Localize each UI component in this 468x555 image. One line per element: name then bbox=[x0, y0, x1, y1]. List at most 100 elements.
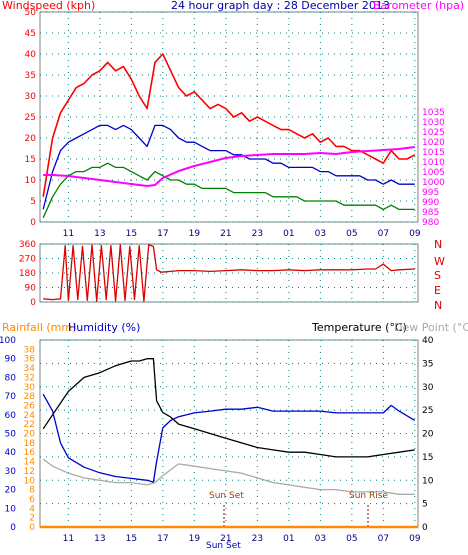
dewpoint-axis-label: Dew Point (°C) bbox=[394, 321, 468, 334]
wind-ytick-label-4: 20 bbox=[25, 134, 37, 144]
wind-ytick-label-8: 40 bbox=[25, 50, 37, 60]
barometer-ytick-label-6: 1010 bbox=[422, 158, 445, 168]
direction-panel-frame bbox=[39, 243, 419, 303]
direction-ytick-label-4: 360 bbox=[19, 240, 36, 250]
rainfall-ytick-label-2: 4 bbox=[29, 504, 35, 514]
climate-xtick-label-2: 15 bbox=[126, 534, 137, 544]
direction-ytick-label-2: 180 bbox=[19, 269, 36, 279]
rainfall-ytick-label-16: 32 bbox=[24, 373, 35, 383]
rainfall-ytick-label-3: 6 bbox=[29, 495, 35, 505]
barometer-axis-label: Barometer (hpa) bbox=[373, 0, 464, 12]
series-lines bbox=[40, 53, 418, 529]
rainfall-ytick-label-13: 26 bbox=[24, 401, 36, 411]
barometer-ytick-label-2: 990 bbox=[422, 198, 439, 208]
climate-xtick-label-6: 23 bbox=[252, 534, 263, 544]
barometer-ytick-label-10: 1030 bbox=[422, 118, 445, 128]
rainfall-ytick-label-7: 14 bbox=[24, 458, 36, 468]
humidity-line bbox=[42, 393, 416, 483]
climate-xtick-label-8: 03 bbox=[315, 534, 326, 544]
barometer-ytick-label-7: 1015 bbox=[422, 148, 445, 158]
climate-xtick-label-1: 13 bbox=[94, 534, 105, 544]
humidity-ytick-label-4: 40 bbox=[5, 448, 17, 458]
wind-ytick-label-7: 35 bbox=[25, 71, 36, 81]
chart-title: 24 hour graph day : 28 December 2013 bbox=[171, 0, 390, 12]
wind-ytick-label-3: 15 bbox=[25, 155, 36, 165]
wind-series-line-0 bbox=[42, 53, 416, 197]
wind-ytick-label-2: 10 bbox=[25, 176, 37, 186]
rainfall-ytick-label-1: 2 bbox=[29, 514, 35, 524]
direction-letter-n-top: N bbox=[434, 238, 442, 251]
temperature-ytick-label-4: 20 bbox=[422, 430, 434, 440]
rainfall-ytick-label-4: 8 bbox=[29, 486, 35, 496]
barometer-ytick-label-0: 980 bbox=[422, 218, 439, 228]
wind-xtick-label-1: 13 bbox=[94, 229, 105, 239]
wind-xtick-label-6: 23 bbox=[252, 229, 263, 239]
temperature-axis-label: Temperature (°C) bbox=[311, 321, 407, 334]
humidity-ytick-label-1: 10 bbox=[5, 504, 17, 514]
rainfall-ytick-label-9: 18 bbox=[24, 439, 36, 449]
temperature-ytick-label-0: 0 bbox=[422, 523, 428, 533]
direction-letter-s: S bbox=[434, 269, 441, 282]
sunrise-label: Sun Rise bbox=[349, 491, 388, 501]
direction-letter-n-bottom: N bbox=[434, 299, 442, 312]
barometer-line bbox=[43, 146, 415, 187]
barometer-ytick-label-9: 1025 bbox=[422, 128, 445, 138]
climate-series-line-0 bbox=[42, 358, 415, 458]
direction-ytick-label-3: 270 bbox=[19, 255, 36, 265]
temperature-ytick-label-6: 30 bbox=[422, 383, 434, 393]
wind-ytick-label-10: 50 bbox=[25, 8, 37, 18]
rainfall-ytick-label-8: 16 bbox=[24, 448, 36, 458]
barometer-ytick-label-4: 1000 bbox=[422, 178, 445, 188]
wind-ytick-label-9: 45 bbox=[25, 29, 36, 39]
temperature-ytick-label-8: 40 bbox=[422, 336, 434, 346]
windspeed-axis-label: Windspeed (kph) bbox=[2, 0, 95, 12]
humidity-ytick-label-5: 50 bbox=[5, 430, 17, 440]
direction-letter-e: E bbox=[434, 284, 441, 297]
wind-series-line-2 bbox=[42, 162, 415, 219]
direction-letter-w: W bbox=[434, 255, 445, 268]
rainfall-ytick-label-6: 12 bbox=[24, 467, 35, 477]
wind-panel-frame bbox=[39, 11, 419, 223]
temperature-ytick-label-7: 35 bbox=[422, 359, 433, 369]
sunset-bottom-label: Sun Set bbox=[206, 541, 241, 551]
wind-xtick-label-3: 17 bbox=[157, 229, 168, 239]
rainfall-ytick-label-11: 22 bbox=[24, 420, 35, 430]
climate-xtick-label-3: 17 bbox=[157, 534, 168, 544]
wind-xtick-label-9: 05 bbox=[346, 229, 357, 239]
barometer-ytick-label-1: 985 bbox=[422, 208, 439, 218]
humidity-ytick-label-6: 60 bbox=[5, 411, 17, 421]
climate-series-line-2 bbox=[42, 458, 415, 495]
barometer-ytick-label-8: 1020 bbox=[422, 138, 445, 148]
rainfall-ytick-label-12: 24 bbox=[24, 411, 36, 421]
climate-xtick-label-10: 07 bbox=[378, 534, 389, 544]
rainfall-ytick-label-15: 30 bbox=[24, 383, 36, 393]
climate-xtick-label-11: 09 bbox=[409, 534, 421, 544]
rainfall-ytick-label-17: 34 bbox=[24, 364, 36, 374]
humidity-ytick-label-3: 30 bbox=[5, 467, 17, 477]
climate-xtick-label-0: 11 bbox=[63, 534, 74, 544]
temperature-ytick-label-5: 25 bbox=[422, 406, 433, 416]
rainfall-ytick-label-19: 38 bbox=[24, 345, 36, 355]
wind-xtick-label-11: 09 bbox=[409, 229, 421, 239]
climate-xtick-label-7: 01 bbox=[283, 534, 294, 544]
direction-letters: N W S E N bbox=[434, 238, 445, 312]
humidity-ytick-label-9: 90 bbox=[5, 355, 17, 365]
humidity-ytick-label-10: 100 bbox=[0, 336, 16, 346]
direction-line-0 bbox=[43, 244, 415, 302]
rainfall-ytick-label-0: 0 bbox=[29, 523, 35, 533]
wind-ytick-label-0: 0 bbox=[30, 218, 36, 228]
humidity-ytick-label-8: 80 bbox=[5, 373, 17, 383]
humidity-ytick-label-0: 0 bbox=[10, 523, 16, 533]
wind-xtick-label-10: 07 bbox=[378, 229, 389, 239]
wind-xtick-label-4: 19 bbox=[189, 229, 201, 239]
direction-ytick-label-1: 90 bbox=[25, 284, 37, 294]
climate-xtick-label-5: 21 bbox=[220, 534, 231, 544]
rainfall-ytick-label-18: 36 bbox=[24, 355, 36, 365]
wind-xtick-label-5: 21 bbox=[220, 229, 231, 239]
rainfall-ytick-label-5: 10 bbox=[24, 476, 36, 486]
wind-xtick-label-0: 11 bbox=[63, 229, 74, 239]
temperature-ytick-label-3: 15 bbox=[422, 453, 433, 463]
wind-ytick-label-1: 5 bbox=[30, 197, 36, 207]
humidity-axis-label: Humidity (%) bbox=[68, 321, 140, 334]
